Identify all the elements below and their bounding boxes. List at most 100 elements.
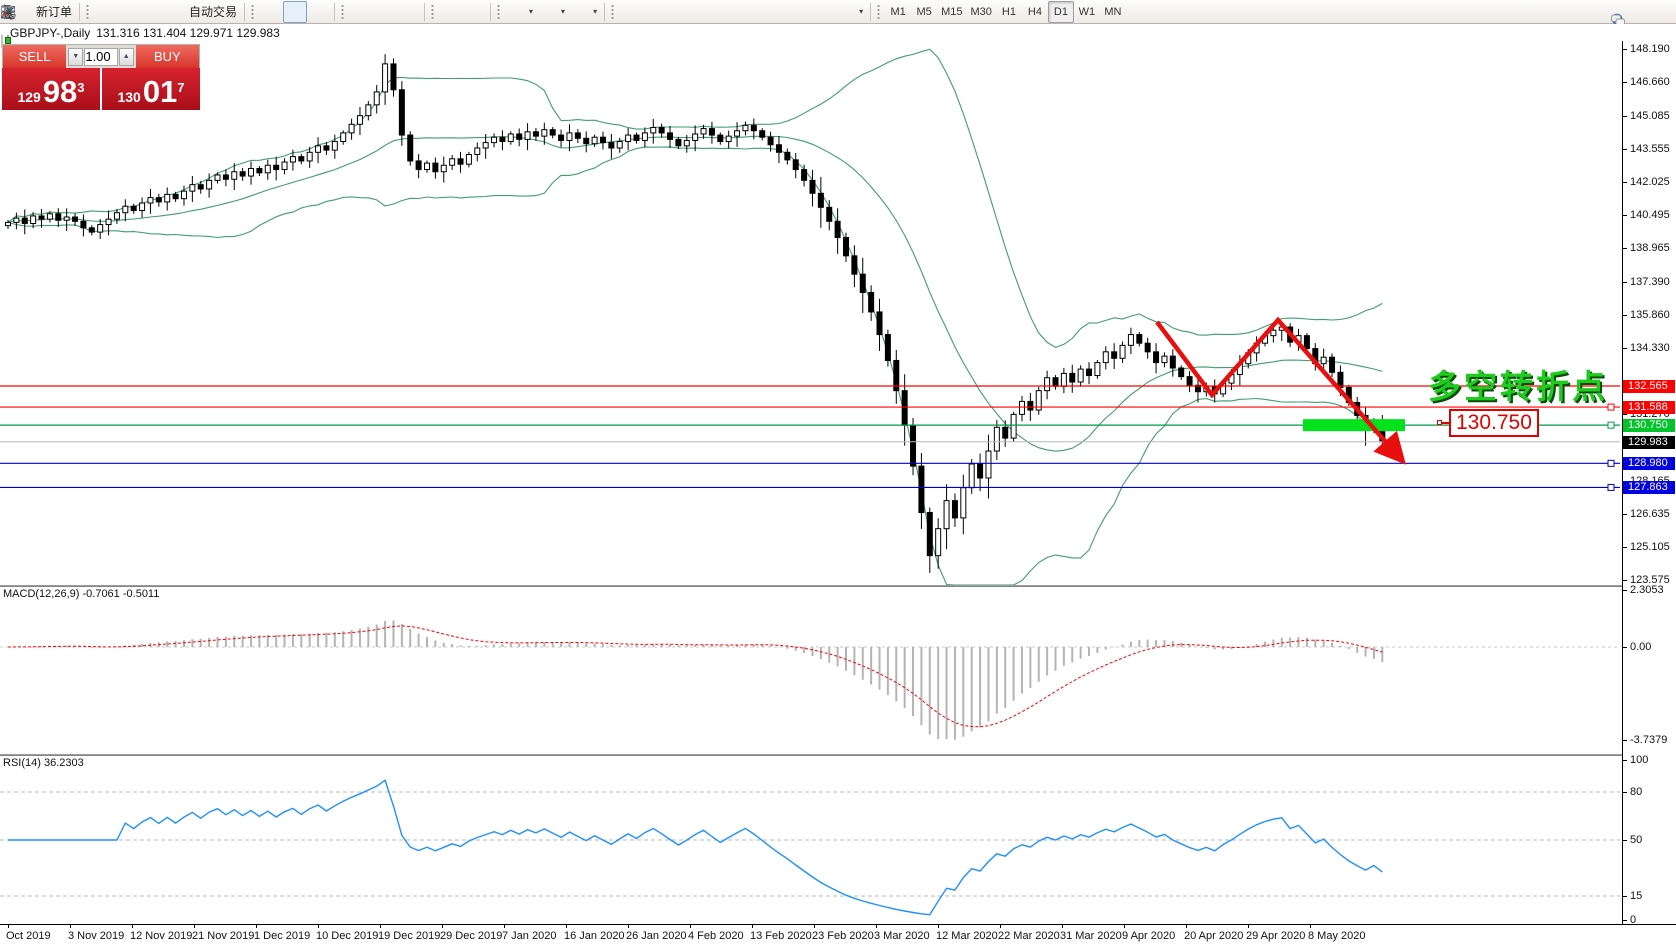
bull-candle: [985, 450, 992, 479]
chart-shift-button[interactable]: [1, 1, 487, 23]
bear-candle: [499, 136, 506, 143]
support-zone-box[interactable]: [1303, 419, 1405, 432]
fibonacci-button[interactable]: F: [2, 1, 787, 23]
candlestick-button[interactable]: [1, 0, 308, 23]
line-handle[interactable]: [1607, 403, 1615, 411]
bull-candle: [139, 202, 146, 212]
toolbar-grip[interactable]: [611, 3, 617, 20]
community-icon[interactable]: [2, 1, 142, 23]
toolbar-grip[interactable]: [86, 3, 92, 20]
bear-candle: [1144, 342, 1151, 353]
tile-windows-button[interactable]: [1, 1, 421, 23]
line-handle[interactable]: [1607, 421, 1615, 429]
periods-button[interactable]: ▾: [1, 1, 569, 23]
bars-icon: [1, 4, 279, 20]
bull-candle: [424, 162, 430, 171]
macd-panel-separator[interactable]: [0, 585, 1676, 587]
vline-button[interactable]: [7, 1, 691, 23]
broadcast-icon[interactable]: [1, 1, 166, 23]
bull-candle: [1077, 368, 1084, 383]
sell-button[interactable]: SELL: [3, 45, 67, 68]
support-price-tag[interactable]: 130.750: [1437, 409, 1539, 437]
date-tick-mark: [1062, 925, 1063, 928]
timeframe-group: M1 M5 M15 M30 H1 H4 D1 W1 MN: [874, 0, 1126, 24]
bull-candle: [340, 132, 347, 143]
price-chart[interactable]: [0, 41, 1622, 586]
chat-button[interactable]: [1611, 1, 1668, 26]
bear-candle: [1052, 377, 1059, 387]
date-tick-mark: [380, 925, 381, 928]
price-tick-mark: [1623, 115, 1627, 117]
date-tick-label: 7 Jan 2020: [502, 930, 557, 942]
turning-point-annotation[interactable]: 多空转折点: [1428, 368, 1608, 405]
auto-scroll-button[interactable]: [1, 1, 463, 23]
channel-button[interactable]: E: [0, 1, 763, 23]
buy-button[interactable]: BUY: [135, 45, 199, 68]
bear-candle: [826, 206, 833, 222]
timeframe-h4[interactable]: H4: [1027, 5, 1042, 18]
chevron-down-icon[interactable]: ▾: [561, 7, 566, 16]
zoom-in-button[interactable]: [1, 1, 373, 23]
bear-candle: [516, 133, 523, 140]
cursor-button[interactable]: [4, 1, 643, 23]
autotrading-button[interactable]: 自动交易: [1, 1, 241, 23]
timeframe-mn[interactable]: MN: [1104, 5, 1122, 18]
indicators-button[interactable]: ▾: [2, 1, 537, 23]
indicator-tick-label: 100: [1630, 754, 1649, 766]
zoom-out-button[interactable]: [1, 1, 397, 23]
toolbar-group: [1, 0, 494, 24]
volume-decrease-button[interactable]: ▼: [68, 47, 84, 66]
volume-input[interactable]: 1.00: [84, 47, 118, 66]
chart-profile-icon[interactable]: [1, 1, 118, 23]
chevron-down-icon[interactable]: ▾: [529, 7, 534, 16]
sell-price[interactable]: 129 98 3: [2, 68, 100, 110]
toolbar-grip[interactable]: [497, 3, 503, 20]
rsi-panel-separator[interactable]: [0, 754, 1676, 756]
hline-button[interactable]: [1, 1, 715, 23]
timeframe-w1[interactable]: W1: [1078, 5, 1096, 18]
date-tick-mark: [628, 925, 629, 928]
templates-button[interactable]: ▾: [1, 1, 601, 23]
timeframe-m15[interactable]: M15: [941, 5, 963, 18]
price-tick-label: 137.390: [1630, 275, 1670, 288]
toolbar-grip[interactable]: [251, 3, 257, 20]
bull-candle: [1102, 351, 1109, 364]
bear-candle: [658, 127, 665, 134]
chevron-down-icon[interactable]: ▾: [859, 7, 864, 16]
line-chart-button[interactable]: [1, 1, 331, 23]
toolbar-grip[interactable]: [341, 3, 347, 20]
bear-candle: [792, 159, 799, 171]
text-button[interactable]: A: [4, 1, 811, 23]
date-axis[interactable]: Oct 2019 3 Nov 2019 12 Nov 2019 21 Nov 2019…: [0, 924, 1676, 947]
price-axis[interactable]: 148.190 146.660 145.085 143.555 142.025 140.4…: [1622, 41, 1676, 926]
arrows-button[interactable]: ▾: [4, 1, 867, 23]
date-tick-label: 4 Feb 2020: [688, 930, 744, 942]
bear-candle: [926, 512, 933, 557]
shift-icon: [1, 4, 483, 20]
bear-candle: [901, 390, 908, 426]
price-tick-mark: [1623, 148, 1627, 150]
bull-candle: [206, 179, 213, 190]
price-tick-mark: [1623, 281, 1627, 283]
timeframe-m30[interactable]: M30: [970, 5, 992, 18]
timeframe-d1[interactable]: D1: [1047, 0, 1074, 23]
buy-price[interactable]: 130 01 7: [102, 68, 200, 110]
indicator-tick-label: 0.00: [1630, 641, 1652, 653]
bar-chart-button[interactable]: [1, 1, 283, 23]
timeframe-m5[interactable]: M5: [916, 5, 932, 18]
new-order-button[interactable]: 新订单: [2, 1, 76, 23]
timeframe-m1[interactable]: M1: [890, 5, 906, 18]
crosshair-button[interactable]: [1, 1, 667, 23]
chevron-down-icon[interactable]: ▾: [593, 7, 598, 16]
bear-candle: [977, 463, 984, 479]
toolbar-grip[interactable]: [877, 3, 883, 20]
volume-increase-button[interactable]: ▲: [118, 47, 134, 66]
trend-zigzag-arrow[interactable]: [1155, 316, 1406, 465]
toolbar-grip[interactable]: [431, 3, 437, 20]
buy-price-figure: 130: [117, 89, 141, 105]
trendline-button[interactable]: [1, 1, 739, 23]
label-button[interactable]: T: [1, 1, 835, 23]
line-handle[interactable]: [1607, 459, 1615, 467]
line-handle[interactable]: [1607, 483, 1615, 491]
timeframe-h1[interactable]: H1: [1001, 5, 1016, 18]
